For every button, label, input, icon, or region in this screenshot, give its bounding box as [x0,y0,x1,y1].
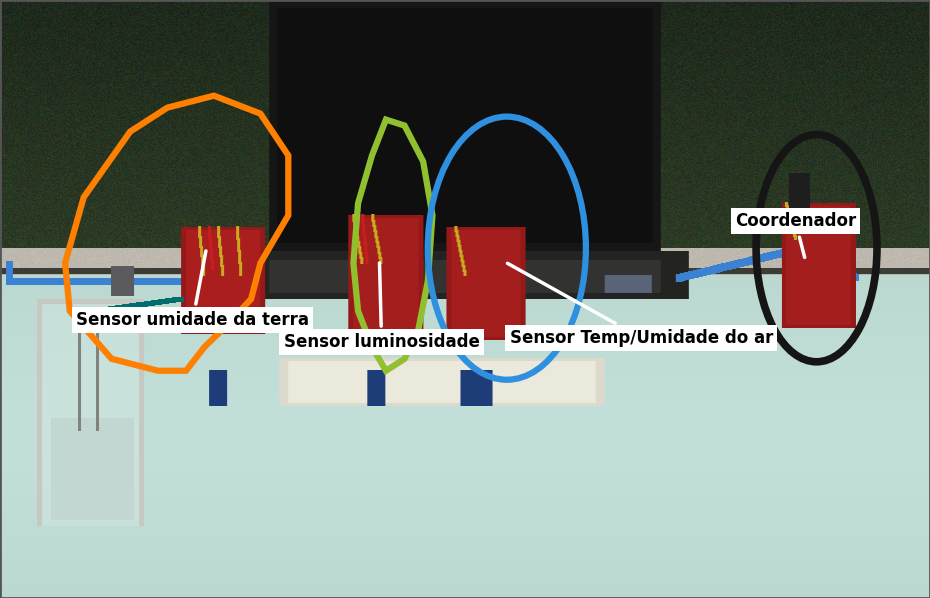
Text: Sensor umidade da terra: Sensor umidade da terra [76,251,310,329]
Text: Sensor Temp/Umidade do ar: Sensor Temp/Umidade do ar [508,263,773,347]
Text: Coordenador: Coordenador [735,212,856,258]
Text: Sensor luminosidade: Sensor luminosidade [284,263,480,351]
